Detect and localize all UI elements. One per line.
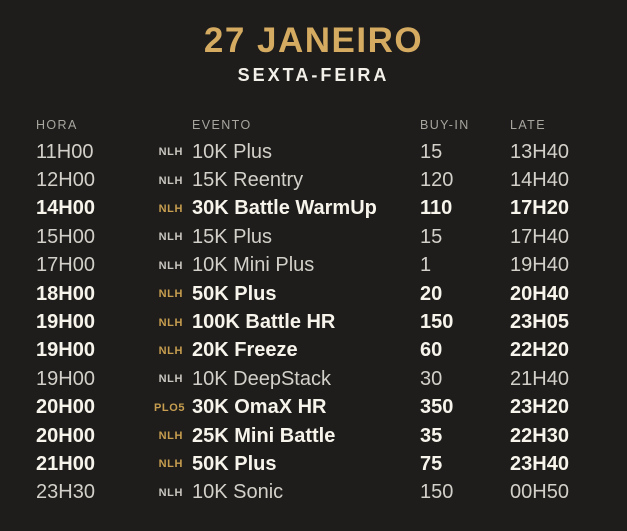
event-time: 15H00 <box>36 225 95 248</box>
buyin-value: 60 <box>420 339 443 362</box>
event-time: 19H00 <box>36 339 95 362</box>
event-time: 19H00 <box>36 367 95 390</box>
event-name: 10K Sonic <box>192 481 284 504</box>
table-row: 23H30 NLH 10K Sonic 150 00H50 <box>36 479 597 507</box>
event-time: 23H30 <box>36 481 95 504</box>
buyin-value: 110 <box>420 197 453 220</box>
late-reg-time: 21H40 <box>510 367 569 390</box>
table-row: 20H00 PLO5 30K OmaX HR 350 23H20 <box>36 394 597 422</box>
buyin-value: 1 <box>420 254 432 277</box>
game-type-tag: NLH <box>158 259 183 272</box>
game-type-tag: NLH <box>158 202 183 215</box>
table-body: 11H00 NLH 10K Plus 15 13H40 12H00 NLH 15… <box>36 138 597 507</box>
buyin-value: 75 <box>420 452 443 475</box>
table-row: 14H00 NLH 30K Battle WarmUp 110 17H20 <box>36 195 597 223</box>
table-row: 11H00 NLH 10K Plus 15 13H40 <box>36 138 597 166</box>
table-row: 15H00 NLH 15K Plus 15 17H40 <box>36 223 597 251</box>
table-row: 21H00 NLH 50K Plus 75 23H40 <box>36 450 597 478</box>
table-header-row: HORA EVENTO BUY-IN LATE <box>36 112 597 138</box>
event-time: 14H00 <box>36 197 95 220</box>
table-row: 18H00 NLH 50K Plus 20 20H40 <box>36 280 597 308</box>
event-name: 15K Reentry <box>192 169 304 192</box>
buyin-value: 30 <box>420 367 443 390</box>
event-name: 25K Mini Battle <box>192 424 336 447</box>
event-time: 21H00 <box>36 452 95 475</box>
late-reg-time: 20H40 <box>510 282 569 305</box>
buyin-value: 15 <box>420 225 443 248</box>
late-reg-time: 00H50 <box>510 481 569 504</box>
late-reg-time: 22H30 <box>510 424 569 447</box>
page-subtitle: SEXTA-FEIRA <box>237 65 390 85</box>
event-name: 100K Battle HR <box>192 311 336 334</box>
buyin-value: 350 <box>420 396 454 419</box>
late-reg-time: 23H40 <box>510 452 569 475</box>
event-name: 20K Freeze <box>192 339 298 362</box>
game-type-tag: NLH <box>158 486 183 499</box>
late-reg-time: 23H05 <box>510 311 569 334</box>
late-reg-time: 14H40 <box>510 169 569 192</box>
event-name: 15K Plus <box>192 225 273 248</box>
table-row: 12H00 NLH 15K Reentry 120 14H40 <box>36 166 597 194</box>
event-name: 50K Plus <box>192 452 277 475</box>
late-reg-time: 22H20 <box>510 339 569 362</box>
buyin-value: 150 <box>420 311 454 334</box>
table-row: 19H00 NLH 10K DeepStack 30 21H40 <box>36 365 597 393</box>
buyin-value: 35 <box>420 424 443 447</box>
late-reg-time: 23H20 <box>510 396 569 419</box>
game-type-tag: NLH <box>158 174 183 187</box>
table-row: 19H00 NLH 100K Battle HR 150 23H05 <box>36 308 597 336</box>
game-type-tag: NLH <box>158 146 183 159</box>
game-type-tag: NLH <box>158 458 183 471</box>
column-header-late: LATE <box>510 118 546 132</box>
event-time: 11H00 <box>36 140 94 163</box>
page-title: 27 JANEIRO <box>203 21 424 60</box>
late-reg-time: 17H20 <box>510 197 569 220</box>
buyin-value: 20 <box>420 282 443 305</box>
game-type-tag: NLH <box>158 344 183 357</box>
event-name: 50K Plus <box>192 282 277 305</box>
event-time: 18H00 <box>36 282 95 305</box>
late-reg-time: 17H40 <box>510 225 569 248</box>
late-reg-time: 19H40 <box>510 254 569 277</box>
game-type-tag: PLO5 <box>154 401 186 414</box>
event-name: 30K Battle WarmUp <box>192 197 377 220</box>
buyin-value: 15 <box>420 140 443 163</box>
masthead: 27 JANEIRO SEXTA-FEIRA <box>0 0 627 86</box>
event-name: 10K Plus <box>192 140 273 163</box>
buyin-value: 120 <box>420 169 454 192</box>
event-name: 10K DeepStack <box>192 367 331 390</box>
event-time: 20H00 <box>36 396 95 419</box>
column-header-buyin: BUY-IN <box>420 118 470 132</box>
table-row: 17H00 NLH 10K Mini Plus 1 19H40 <box>36 252 597 280</box>
event-time: 17H00 <box>36 254 95 277</box>
event-time: 20H00 <box>36 424 95 447</box>
column-header-evento: EVENTO <box>192 118 252 132</box>
game-type-tag: NLH <box>158 373 183 386</box>
game-type-tag: NLH <box>158 316 183 329</box>
table-row: 19H00 NLH 20K Freeze 60 22H20 <box>36 337 597 365</box>
event-time: 12H00 <box>36 169 95 192</box>
late-reg-time: 13H40 <box>510 140 569 163</box>
event-name: 10K Mini Plus <box>192 254 315 277</box>
event-time: 19H00 <box>36 311 95 334</box>
table-row: 20H00 NLH 25K Mini Battle 35 22H30 <box>36 422 597 450</box>
column-header-hora: HORA <box>36 118 78 132</box>
game-type-tag: NLH <box>158 231 183 244</box>
event-name: 30K OmaX HR <box>192 396 327 419</box>
buyin-value: 150 <box>420 481 454 504</box>
schedule-table: HORA EVENTO BUY-IN LATE 11H00 NLH 10K Pl… <box>0 112 627 507</box>
game-type-tag: NLH <box>158 430 183 443</box>
game-type-tag: NLH <box>158 288 183 301</box>
